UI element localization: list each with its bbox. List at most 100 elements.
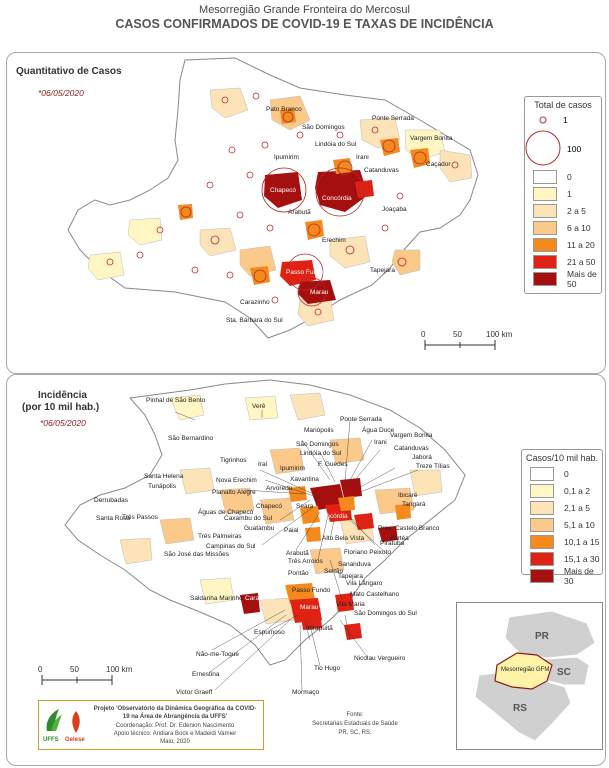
legend-swatch — [533, 271, 557, 286]
legend-label: 2 a 5 — [567, 205, 586, 216]
legend-label: 10,1 a 15 — [564, 536, 600, 547]
svg-text:0: 0 — [38, 665, 43, 674]
legend-row: 0 — [522, 465, 602, 482]
place-label: Vargem Bonita — [410, 135, 453, 142]
inset-pr — [504, 610, 596, 659]
legend-row: Mais de 30 — [522, 565, 602, 586]
place-label: Ibicaré — [398, 492, 418, 499]
place-label: Passo Fundo — [286, 269, 325, 276]
legend-swatch — [533, 203, 557, 218]
legend-label: Mais de 50 — [567, 268, 597, 289]
legend-label: 0 — [567, 171, 572, 182]
legend-row: 1 — [525, 185, 601, 202]
place-label: Santa Helena — [144, 473, 184, 480]
svg-text:1: 1 — [563, 115, 568, 125]
footer-credits-box: UFFS Gelese Projeto 'Observatório da Din… — [38, 700, 264, 750]
place-label: São Domingos do Sul — [354, 610, 417, 617]
place-label: Carazinho — [240, 299, 270, 306]
legend-label: Mais de 30 — [564, 565, 594, 586]
gelese-logo-text: Gelese — [65, 737, 85, 743]
place-label: Ipumirim — [280, 465, 305, 472]
legend-row: 21 a 50 — [525, 253, 601, 270]
place-label: Joaçaba — [382, 206, 407, 213]
legend-row: 10,1 a 15 — [522, 533, 602, 550]
place-label: Alto Bela Vista — [322, 535, 365, 542]
cases-place-labels: Pato Branco São Domingos Ponte Serrada V… — [226, 106, 453, 324]
cases-scale-bar: 0 50 100 km — [421, 330, 513, 350]
place-label: Mato Castelhano — [350, 591, 400, 598]
legend-label: 0,1 a 2 — [564, 485, 590, 496]
place-label: Verê — [252, 403, 266, 410]
incidence-place-labels: Pinhal de São Bento Verê São Bernardino … — [94, 397, 450, 696]
cases-bubbles — [106, 92, 459, 316]
place-label: Santa Rosa — [96, 515, 130, 522]
inset-label-region: Mesorregião GFM — [501, 667, 549, 673]
place-label: Guatambu — [244, 525, 275, 532]
place-label: Ponte Serrada — [372, 115, 414, 122]
bubble-legend: 1 100 — [525, 115, 581, 166]
footer-support: Apoio técnico: Andiara Bock e Madeidi Va… — [113, 731, 237, 737]
place-label: Erechim — [322, 237, 346, 244]
cases-legend-title: Total de casos — [534, 100, 592, 110]
place-label: Lindóia do Sul — [300, 450, 342, 457]
cases-map-date: *06/05/2020 — [38, 88, 84, 98]
place-label: Paial — [284, 527, 299, 534]
place-label: Nova Erechim — [216, 477, 257, 484]
legend-row: 0,1 a 2 — [522, 482, 602, 499]
svg-text:0: 0 — [421, 330, 426, 339]
legend-swatch — [530, 534, 554, 549]
incidence-leader-lines — [174, 410, 419, 691]
place-label: Três Palmeiras — [198, 533, 242, 540]
place-label: Sananduva — [338, 561, 371, 568]
place-label: Tapejara — [338, 573, 363, 580]
legend-swatch — [533, 237, 557, 252]
incidence-region-shape — [64, 379, 466, 666]
place-label: Irani — [374, 439, 387, 446]
place-label: Ipumirim — [274, 154, 299, 161]
cases-light-municipalities — [87, 87, 473, 327]
place-label: Caçador — [426, 161, 451, 168]
incidence-light-municipalities — [119, 392, 443, 625]
place-label: São Domingos — [296, 441, 339, 448]
legend-row: Mais de 50 — [525, 268, 601, 289]
place-label: Seara — [296, 503, 314, 510]
place-label: Espumoso — [254, 629, 285, 636]
place-label: Três Arroios — [288, 558, 324, 565]
place-label: Vila Lângaro — [346, 580, 383, 587]
svg-text:100 km: 100 km — [486, 330, 513, 339]
place-label: Tapejara — [370, 267, 395, 274]
place-label: Marau — [310, 289, 329, 296]
legend-label: 1 — [567, 188, 572, 199]
place-label: Tigrinhos — [220, 457, 247, 464]
cases-legend: Total de casos 1 100 0 1 2 a 5 6 a 10 11 a 2… — [524, 96, 602, 294]
legend-row: 5,1 a 10 — [522, 516, 602, 533]
source-line-2: PR, SC, RS. — [338, 730, 372, 736]
source-line-1: Secretarias Estaduais de Saúde — [312, 721, 398, 727]
legend-swatch — [530, 500, 554, 515]
place-label: Tangará — [402, 501, 426, 508]
place-label: F. Guedes — [318, 461, 348, 468]
place-label: Vargem Bonita — [390, 432, 433, 439]
incidence-map-title: Incidência — [38, 390, 87, 401]
place-label: Treze Tílias — [416, 463, 450, 470]
legend-swatch — [530, 517, 554, 532]
legend-swatch — [530, 466, 554, 481]
incidence-map-frame — [6, 374, 606, 766]
inset-region — [494, 652, 553, 690]
place-label: Sta. Bárbara do Sul — [226, 317, 283, 324]
place-label: Chapecó — [256, 503, 282, 510]
place-label: Caxambu do Sul — [224, 515, 273, 522]
legend-label: 0 — [564, 468, 569, 479]
place-label: Carazinho — [245, 595, 275, 602]
place-label: Derrubadas — [94, 497, 129, 504]
legend-row: 2,1 a 5 — [522, 499, 602, 516]
svg-text:50: 50 — [70, 665, 79, 674]
place-label: Piratuba — [380, 540, 405, 547]
place-label: Sertão — [324, 568, 344, 575]
place-label: Campinas do Sul — [206, 543, 256, 550]
uffs-logo-text: UFFS — [43, 737, 59, 743]
place-label: Zortéa — [390, 535, 409, 542]
place-label: São Domingos — [302, 124, 345, 131]
